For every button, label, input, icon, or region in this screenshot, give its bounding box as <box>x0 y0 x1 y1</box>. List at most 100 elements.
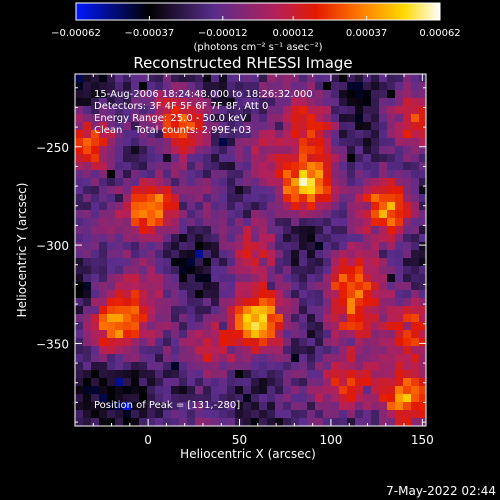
heatmap-cell <box>355 386 364 395</box>
heatmap-cell <box>107 210 116 219</box>
heatmap-cell <box>243 162 252 171</box>
heatmap-cell <box>355 194 364 203</box>
heatmap-cell <box>355 154 364 163</box>
heatmap-cell <box>83 146 92 155</box>
heatmap-cell <box>163 82 172 91</box>
heatmap-cell <box>235 266 244 275</box>
heatmap-cell <box>179 266 188 275</box>
heatmap-cell <box>355 138 364 147</box>
heatmap-cell <box>355 266 364 275</box>
heatmap-cell <box>299 394 308 403</box>
heatmap-cell <box>331 138 340 147</box>
heatmap-cell <box>267 290 276 299</box>
heatmap-cell <box>171 306 180 315</box>
heatmap-cell <box>395 418 404 427</box>
heatmap-cell <box>411 258 420 267</box>
heatmap-cell <box>211 346 220 355</box>
heatmap-cell <box>387 378 396 387</box>
heatmap-cell <box>123 186 132 195</box>
heatmap-cell <box>371 378 380 387</box>
heatmap-cell <box>347 322 356 331</box>
heatmap-cell <box>107 346 116 355</box>
heatmap-cell <box>267 194 276 203</box>
heatmap-cell <box>243 378 252 387</box>
heatmap-cell <box>259 98 268 107</box>
heatmap-cell <box>99 362 108 371</box>
heatmap-cell <box>155 234 164 243</box>
heatmap-cell <box>331 114 340 123</box>
heatmap-cell <box>179 290 188 299</box>
heatmap-cell <box>403 210 412 219</box>
heatmap-cell <box>155 338 164 347</box>
heatmap-cell <box>371 138 380 147</box>
heatmap-cell <box>299 106 308 115</box>
heatmap-cell <box>411 130 420 139</box>
heatmap-cell <box>163 178 172 187</box>
heatmap-cell <box>179 242 188 251</box>
heatmap-cell <box>275 306 284 315</box>
heatmap-cell <box>171 250 180 259</box>
heatmap-cell <box>251 306 260 315</box>
heatmap-cell <box>363 250 372 259</box>
heatmap-cell <box>243 194 252 203</box>
heatmap-cell <box>243 82 252 91</box>
heatmap-cell <box>99 154 108 163</box>
heatmap-cell <box>259 386 268 395</box>
heatmap-cell <box>99 74 108 83</box>
heatmap-cell <box>131 282 140 291</box>
heatmap-cell <box>131 370 140 379</box>
heatmap-cell <box>411 394 420 403</box>
heatmap-cell <box>283 258 292 267</box>
heatmap-cell <box>75 306 84 315</box>
heatmap-cell <box>339 354 348 363</box>
heatmap-cell <box>331 186 340 195</box>
heatmap-cell <box>315 402 324 411</box>
heatmap-cell <box>179 418 188 427</box>
heatmap-cell <box>91 306 100 315</box>
heatmap-cell <box>299 378 308 387</box>
heatmap-cell <box>283 402 292 411</box>
heatmap-cell <box>371 146 380 155</box>
heatmap-cell <box>403 186 412 195</box>
heatmap-cell <box>275 322 284 331</box>
heatmap-cell <box>203 170 212 179</box>
heatmap-cell <box>419 90 427 99</box>
heatmap-cell <box>299 418 308 427</box>
heatmap-cell <box>179 250 188 259</box>
heatmap-cell <box>155 242 164 251</box>
heatmap-cell <box>211 258 220 267</box>
heatmap-cell <box>227 170 236 179</box>
heatmap-cell <box>395 210 404 219</box>
heatmap-cell <box>171 226 180 235</box>
heatmap-cell <box>403 314 412 323</box>
heatmap-cell <box>363 194 372 203</box>
heatmap-cell <box>195 338 204 347</box>
heatmap-cell <box>299 370 308 379</box>
heatmap-cell <box>75 402 84 411</box>
heatmap-cell <box>139 82 148 91</box>
heatmap-cell <box>403 274 412 283</box>
heatmap-cell <box>331 106 340 115</box>
heatmap-cell <box>323 274 332 283</box>
heatmap-cell <box>195 226 204 235</box>
heatmap-cell <box>131 242 140 251</box>
heatmap-cell <box>123 370 132 379</box>
heatmap-cell <box>323 210 332 219</box>
heatmap-cell <box>323 194 332 203</box>
heatmap-cell <box>355 106 364 115</box>
heatmap-cell <box>195 154 204 163</box>
heatmap-cell <box>323 282 332 291</box>
heatmap-cell <box>243 178 252 187</box>
heatmap-cell <box>299 338 308 347</box>
heatmap-cell <box>307 90 316 99</box>
heatmap-cell <box>275 146 284 155</box>
heatmap-cell <box>371 114 380 123</box>
heatmap-cell <box>163 98 172 107</box>
heatmap-cell <box>163 282 172 291</box>
heatmap-cell <box>75 122 84 131</box>
heatmap-cell <box>155 282 164 291</box>
heatmap-cell <box>235 146 244 155</box>
heatmap-cell <box>259 234 268 243</box>
heatmap-cell <box>99 282 108 291</box>
heatmap-cell <box>403 82 412 91</box>
